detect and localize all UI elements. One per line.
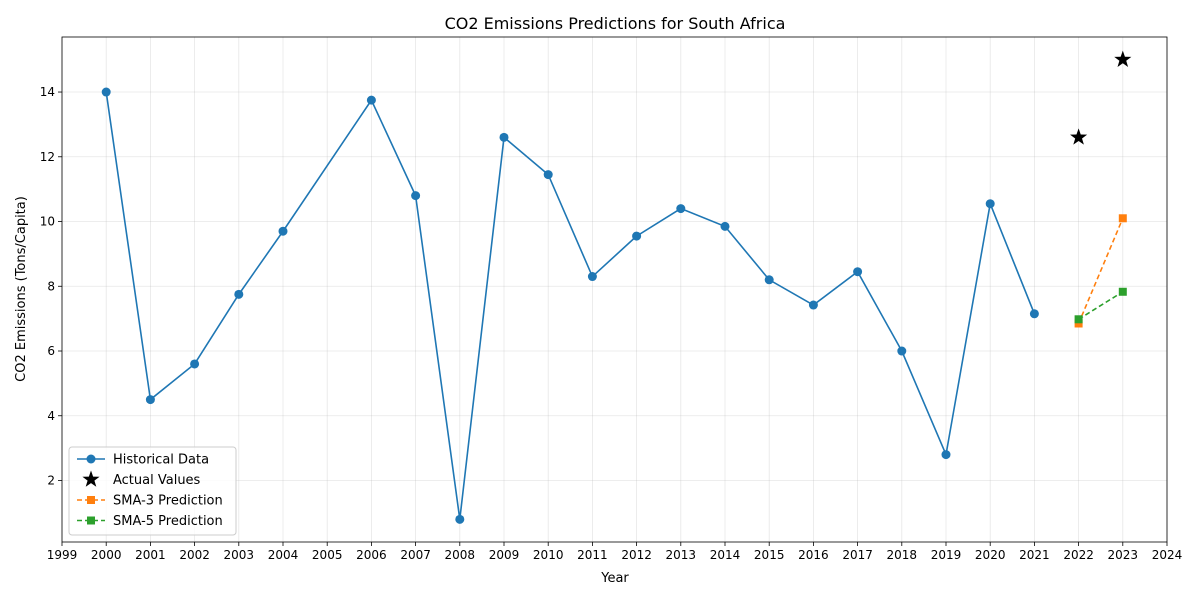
x-tick-label: 1999 (47, 548, 78, 562)
legend-marker (86, 454, 96, 464)
data-point (1029, 309, 1039, 319)
y-tick-label: 2 (47, 473, 55, 487)
x-axis-label: Year (600, 571, 629, 586)
series-0 (101, 87, 1039, 524)
data-point (543, 170, 553, 180)
x-tick-label: 2018 (887, 548, 918, 562)
legend-marker (87, 496, 95, 504)
chart-title: CO2 Emissions Predictions for South Afri… (445, 14, 786, 33)
x-tick-label: 2015 (754, 548, 785, 562)
x-tick-label: 2005 (312, 548, 343, 562)
legend-marker (82, 470, 100, 487)
data-point (1070, 128, 1088, 145)
x-tick-label: 2022 (1063, 548, 1094, 562)
data-point (1118, 214, 1127, 223)
y-tick-label: 8 (47, 279, 55, 293)
x-tick-label: 2006 (356, 548, 387, 562)
x-tick-label: 2007 (400, 548, 431, 562)
data-point (145, 395, 155, 405)
y-axis-label: CO2 Emissions (Tons/Capita) (14, 196, 29, 382)
data-point (278, 226, 288, 236)
x-tick-label: 2017 (842, 548, 873, 562)
data-point (411, 191, 421, 201)
series-1 (1070, 50, 1132, 145)
data-point (587, 272, 597, 282)
x-tick-label: 2024 (1152, 548, 1183, 562)
y-tick-label: 10 (40, 215, 55, 229)
data-point (455, 514, 465, 524)
x-tick-label: 2001 (135, 548, 166, 562)
legend-label: SMA-3 Prediction (113, 494, 223, 509)
x-tick-label: 2012 (621, 548, 652, 562)
x-tick-label: 2021 (1019, 548, 1050, 562)
y-tick-label: 4 (47, 409, 55, 423)
data-point (632, 231, 642, 241)
legend-item: Actual Values (82, 470, 201, 488)
legend-label: Historical Data (113, 453, 209, 468)
x-tick-label: 2002 (179, 548, 210, 562)
x-tick-label: 2004 (268, 548, 299, 562)
data-point (499, 132, 509, 142)
series-layer (101, 50, 1132, 524)
x-tick-label: 2003 (224, 548, 255, 562)
axes: 1999 2000 2001 2002 2003 2004 2005 2006 2007 2008… (40, 36, 1183, 562)
data-point (1074, 315, 1083, 324)
data-point (808, 300, 818, 310)
data-point (985, 199, 995, 209)
x-tick-label: 2020 (975, 548, 1006, 562)
x-tick-label: 2016 (798, 548, 829, 562)
x-tick-label: 2013 (666, 548, 697, 562)
series-line (1077, 217, 1124, 324)
data-point (1074, 319, 1083, 328)
x-tick-label: 2010 (533, 548, 564, 562)
legend-box (68, 446, 237, 536)
x-tick-label: 2008 (445, 548, 476, 562)
series-3 (1074, 287, 1127, 324)
grid (61, 37, 1168, 542)
series-2 (1074, 214, 1127, 328)
legend-marker (87, 516, 95, 525)
data-point (764, 275, 774, 285)
legend-label: Actual Values (113, 473, 201, 488)
data-point (676, 204, 686, 214)
x-tick-label: 2011 (577, 548, 608, 562)
x-tick-label: 2009 (489, 548, 520, 562)
data-point (1118, 287, 1127, 296)
legend-item: Historical Data (77, 453, 209, 468)
legend: Historical Data Actual Values SMA-3 Predic… (68, 446, 237, 536)
legend-label: SMA-5 Prediction (113, 514, 223, 529)
data-point (853, 267, 863, 277)
x-tick-label: 2014 (710, 548, 741, 562)
data-point (1114, 50, 1132, 67)
data-point (366, 95, 376, 105)
data-point (234, 289, 244, 299)
legend-item: SMA-5 Prediction (77, 514, 223, 529)
data-point (941, 450, 951, 460)
y-tick-label: 14 (40, 85, 55, 99)
y-tick-label: 6 (47, 344, 55, 358)
data-point (190, 359, 200, 369)
x-tick-label: 2023 (1108, 548, 1139, 562)
x-tick-label: 2019 (931, 548, 962, 562)
data-point (101, 87, 111, 97)
legend-item: SMA-3 Prediction (77, 494, 223, 509)
series-line (1078, 291, 1124, 320)
data-point (897, 346, 907, 356)
plot-frame (61, 36, 1168, 543)
data-point (720, 221, 730, 231)
y-tick-label: 12 (40, 150, 55, 164)
x-tick-label: 2000 (91, 548, 122, 562)
